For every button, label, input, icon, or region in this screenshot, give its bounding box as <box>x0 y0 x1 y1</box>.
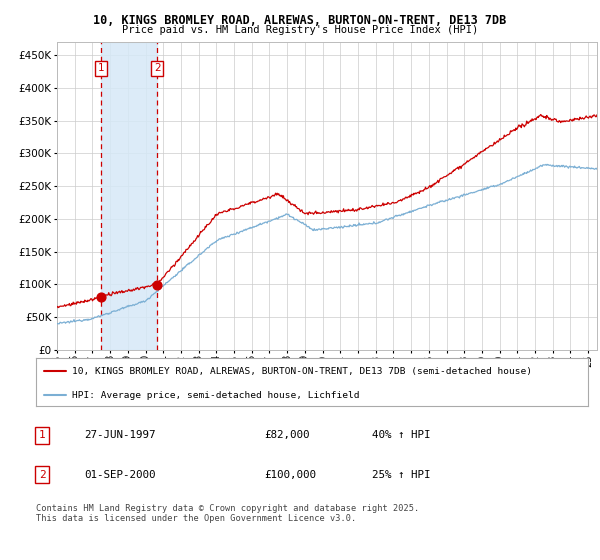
Text: 10, KINGS BROMLEY ROAD, ALREWAS, BURTON-ON-TRENT, DE13 7DB: 10, KINGS BROMLEY ROAD, ALREWAS, BURTON-… <box>94 14 506 27</box>
Text: 27-JUN-1997: 27-JUN-1997 <box>84 431 155 440</box>
Text: £82,000: £82,000 <box>264 431 310 440</box>
Text: Contains HM Land Registry data © Crown copyright and database right 2025.
This d: Contains HM Land Registry data © Crown c… <box>36 504 419 524</box>
Bar <box>101 42 157 350</box>
Text: HPI: Average price, semi-detached house, Lichfield: HPI: Average price, semi-detached house,… <box>72 390 359 399</box>
Text: 1: 1 <box>38 431 46 440</box>
Text: 2: 2 <box>38 470 46 479</box>
Text: Price paid vs. HM Land Registry's House Price Index (HPI): Price paid vs. HM Land Registry's House … <box>122 25 478 35</box>
Text: 1: 1 <box>98 63 104 73</box>
Point <box>152 280 162 289</box>
Text: 10, KINGS BROMLEY ROAD, ALREWAS, BURTON-ON-TRENT, DE13 7DB (semi-detached house): 10, KINGS BROMLEY ROAD, ALREWAS, BURTON-… <box>72 367 532 376</box>
Text: 01-SEP-2000: 01-SEP-2000 <box>84 470 155 479</box>
Point <box>96 292 106 301</box>
Text: 25% ↑ HPI: 25% ↑ HPI <box>372 470 431 479</box>
Text: £100,000: £100,000 <box>264 470 316 479</box>
Text: 40% ↑ HPI: 40% ↑ HPI <box>372 431 431 440</box>
Text: 2: 2 <box>154 63 161 73</box>
